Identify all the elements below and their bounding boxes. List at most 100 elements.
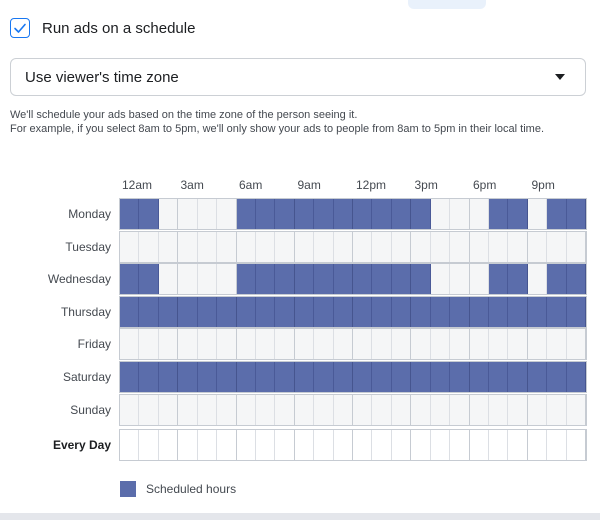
hour-cell[interactable] bbox=[314, 430, 334, 461]
hour-cell[interactable] bbox=[333, 231, 354, 262]
hour-cell[interactable] bbox=[236, 430, 256, 461]
hour-cell[interactable] bbox=[527, 329, 548, 360]
hour-cell[interactable] bbox=[508, 264, 528, 295]
hour-cell[interactable] bbox=[197, 362, 218, 392]
hour-cell[interactable] bbox=[372, 362, 392, 392]
hour-cell[interactable] bbox=[411, 430, 431, 461]
hour-cell[interactable] bbox=[294, 329, 315, 360]
hour-cell[interactable] bbox=[353, 231, 373, 262]
hour-cell[interactable] bbox=[353, 394, 373, 425]
hour-cell[interactable] bbox=[547, 231, 567, 262]
hour-cell[interactable] bbox=[255, 199, 276, 229]
hour-cell[interactable] bbox=[197, 394, 218, 425]
hour-cell[interactable] bbox=[469, 231, 490, 262]
hour-cell[interactable] bbox=[197, 264, 218, 295]
hour-cell[interactable] bbox=[450, 264, 470, 295]
hour-cell[interactable] bbox=[566, 231, 587, 262]
hour-cell[interactable] bbox=[333, 394, 354, 425]
hour-cell[interactable] bbox=[275, 362, 295, 392]
hour-cell[interactable] bbox=[508, 231, 528, 262]
hour-cell[interactable] bbox=[255, 394, 276, 425]
hour-cell[interactable] bbox=[372, 394, 392, 425]
hour-cell[interactable] bbox=[430, 264, 451, 295]
timezone-select[interactable]: Use viewer's time zone bbox=[10, 58, 586, 96]
hour-cell[interactable] bbox=[314, 199, 334, 229]
hour-cell[interactable] bbox=[236, 362, 256, 392]
hour-cell[interactable] bbox=[372, 231, 392, 262]
hour-cell[interactable] bbox=[527, 430, 548, 461]
hour-cell[interactable] bbox=[139, 296, 159, 327]
hour-cell[interactable] bbox=[430, 296, 451, 327]
hour-cell[interactable] bbox=[372, 199, 392, 229]
hour-cell[interactable] bbox=[236, 329, 256, 360]
hour-cell[interactable] bbox=[430, 430, 451, 461]
hour-cell[interactable] bbox=[469, 264, 490, 295]
hour-cell[interactable] bbox=[217, 199, 237, 229]
hour-cell[interactable] bbox=[158, 231, 179, 262]
hour-cell[interactable] bbox=[372, 296, 392, 327]
hour-cell[interactable] bbox=[372, 430, 392, 461]
hour-cell[interactable] bbox=[217, 362, 237, 392]
hour-cell[interactable] bbox=[508, 329, 528, 360]
hour-cell[interactable] bbox=[333, 329, 354, 360]
hour-cell[interactable] bbox=[489, 329, 509, 360]
hour-cell[interactable] bbox=[450, 329, 470, 360]
hour-cell[interactable] bbox=[450, 394, 470, 425]
hour-cell[interactable] bbox=[178, 394, 198, 425]
hour-cell[interactable] bbox=[294, 394, 315, 425]
hour-cell[interactable] bbox=[139, 329, 159, 360]
hour-cell[interactable] bbox=[566, 362, 587, 392]
hour-cell[interactable] bbox=[489, 199, 509, 229]
hour-cell[interactable] bbox=[178, 362, 198, 392]
hour-cell[interactable] bbox=[314, 362, 334, 392]
hour-cell[interactable] bbox=[391, 264, 412, 295]
hour-cell[interactable] bbox=[489, 231, 509, 262]
hour-cell[interactable] bbox=[411, 362, 431, 392]
hour-cell[interactable] bbox=[391, 199, 412, 229]
hour-cell[interactable] bbox=[333, 430, 354, 461]
hour-cell[interactable] bbox=[469, 394, 490, 425]
hour-cell[interactable] bbox=[139, 362, 159, 392]
hour-cell[interactable] bbox=[158, 329, 179, 360]
hour-cell[interactable] bbox=[333, 264, 354, 295]
hour-cell[interactable] bbox=[294, 296, 315, 327]
hour-cell[interactable] bbox=[139, 199, 159, 229]
hour-cell[interactable] bbox=[236, 231, 256, 262]
hour-cell[interactable] bbox=[158, 394, 179, 425]
hour-cell[interactable] bbox=[158, 199, 179, 229]
hour-cell[interactable] bbox=[450, 362, 470, 392]
hour-cell[interactable] bbox=[255, 296, 276, 327]
hour-cell[interactable] bbox=[353, 362, 373, 392]
hour-cell[interactable] bbox=[275, 394, 295, 425]
hour-cell[interactable] bbox=[236, 199, 256, 229]
hour-cell[interactable] bbox=[255, 231, 276, 262]
hour-cell[interactable] bbox=[527, 394, 548, 425]
hour-cell[interactable] bbox=[314, 394, 334, 425]
hour-cell[interactable] bbox=[236, 296, 256, 327]
hour-cell[interactable] bbox=[314, 264, 334, 295]
hour-cell[interactable] bbox=[139, 264, 159, 295]
hour-cell[interactable] bbox=[255, 362, 276, 392]
hour-cell[interactable] bbox=[547, 329, 567, 360]
hour-cell[interactable] bbox=[158, 264, 179, 295]
hour-cell[interactable] bbox=[411, 394, 431, 425]
hour-cell[interactable] bbox=[508, 296, 528, 327]
hour-cell[interactable] bbox=[508, 199, 528, 229]
hour-cell[interactable] bbox=[450, 231, 470, 262]
hour-cell[interactable] bbox=[547, 264, 567, 295]
hour-cell[interactable] bbox=[469, 199, 490, 229]
hour-cell[interactable] bbox=[294, 231, 315, 262]
hour-cell[interactable] bbox=[178, 430, 198, 461]
hour-cell[interactable] bbox=[547, 199, 567, 229]
hour-cell[interactable] bbox=[236, 394, 256, 425]
hour-cell[interactable] bbox=[547, 394, 567, 425]
hour-cell[interactable] bbox=[411, 231, 431, 262]
hour-cell[interactable] bbox=[353, 264, 373, 295]
hour-cell[interactable] bbox=[275, 231, 295, 262]
hour-cell[interactable] bbox=[411, 264, 431, 295]
hour-cell[interactable] bbox=[527, 264, 548, 295]
hour-cell[interactable] bbox=[178, 231, 198, 262]
hour-cell[interactable] bbox=[314, 329, 334, 360]
hour-cell[interactable] bbox=[120, 264, 140, 295]
hour-cell[interactable] bbox=[197, 231, 218, 262]
